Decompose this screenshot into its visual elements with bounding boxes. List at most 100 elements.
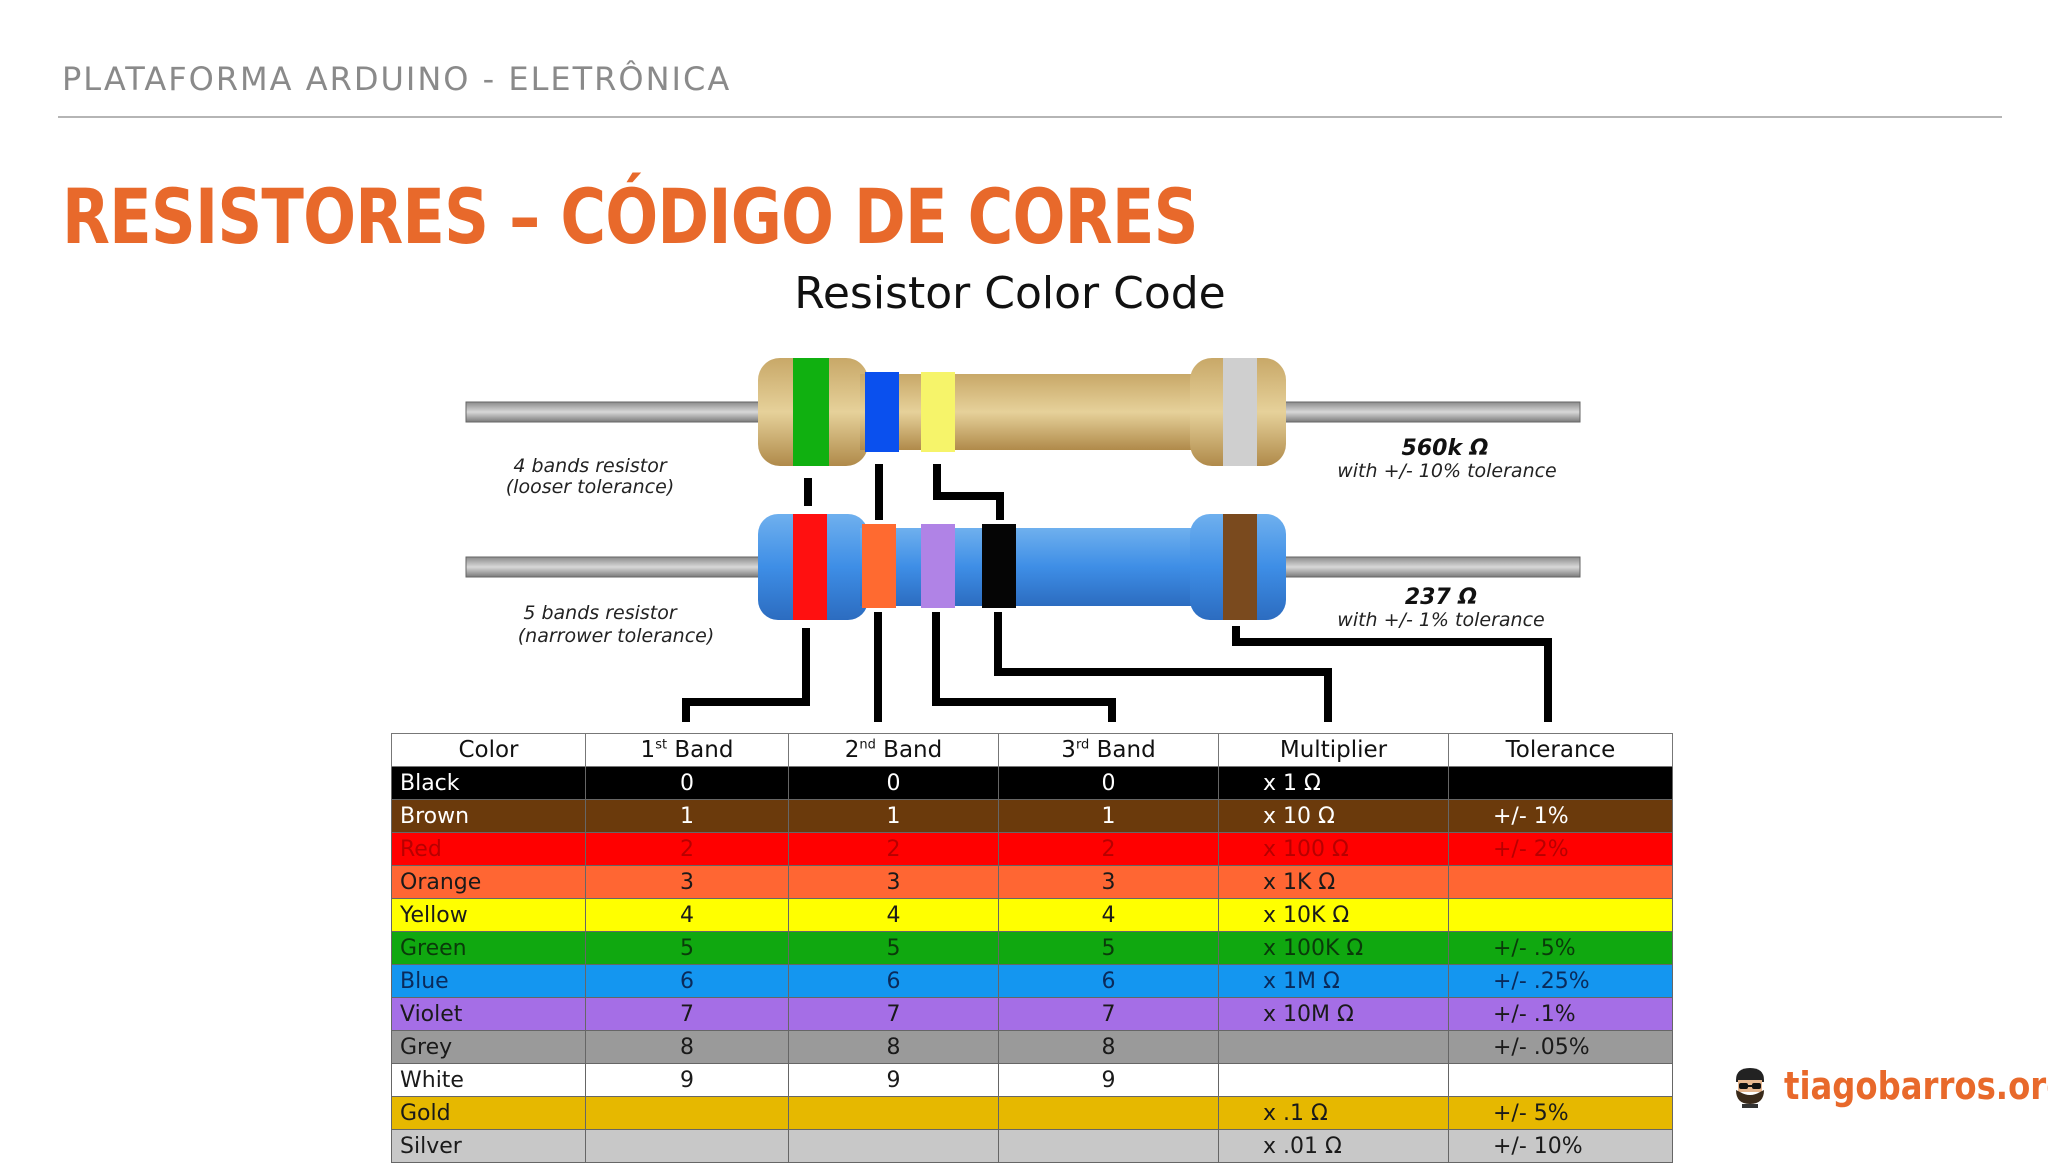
cell-band-3: 1 — [998, 799, 1219, 833]
header-band-3: 3rd Band — [998, 733, 1219, 767]
table-row: Blue 6 6 6 x 1M Ω +/- .25% — [391, 964, 1673, 998]
cell-color-name: Blue — [391, 964, 586, 998]
cell-band-3 — [998, 1096, 1219, 1130]
cell-tolerance: +/- .05% — [1448, 1030, 1673, 1064]
four-band-value: 560k Ω — [1402, 436, 1489, 461]
cell-color-name: Yellow — [391, 898, 586, 932]
cell-multiplier: x .1 Ω — [1218, 1096, 1449, 1130]
cell-color-name: Grey — [391, 1030, 586, 1064]
cell-band-1: 1 — [585, 799, 789, 833]
cell-band-2 — [788, 1129, 999, 1163]
cell-band-3: 3 — [998, 865, 1219, 899]
header-color: Color — [391, 733, 586, 767]
site-url: tiagobarros.org — [1784, 1064, 2048, 1108]
cell-band-2: 6 — [788, 964, 999, 998]
cell-band-1: 7 — [585, 997, 789, 1031]
cell-color-name: White — [391, 1063, 586, 1097]
four-band-left-lead — [465, 401, 761, 423]
five-band-tolerance: with +/- 1% tolerance — [1337, 609, 1544, 631]
five-band-resistor — [465, 514, 1581, 620]
color-code-table: Color 1st Band 2nd Band 3rd Band Multipl… — [391, 733, 1673, 1163]
cell-band-1: 6 — [585, 964, 789, 998]
site-brand[interactable]: tiagobarros.org — [1730, 1064, 2048, 1108]
table-row: Green 5 5 5 x 100K Ω +/- .5% — [391, 931, 1673, 965]
five-band-band-3 — [921, 524, 955, 608]
cell-multiplier: x 10 Ω — [1218, 799, 1449, 833]
cell-tolerance — [1448, 1063, 1673, 1097]
cell-band-1: 8 — [585, 1030, 789, 1064]
cell-tolerance: +/- 5% — [1448, 1096, 1673, 1130]
cell-color-name: Silver — [391, 1129, 586, 1163]
five-band-left-lead — [465, 556, 761, 578]
cell-color-name: Brown — [391, 799, 586, 833]
cell-band-2: 0 — [788, 766, 999, 800]
header-tolerance: Tolerance — [1448, 733, 1673, 767]
cell-band-3: 5 — [998, 931, 1219, 965]
cell-band-1: 3 — [585, 865, 789, 899]
table-header-row: Color 1st Band 2nd Band 3rd Band Multipl… — [391, 733, 1673, 767]
four-band-resistor — [465, 358, 1581, 466]
cell-band-3: 7 — [998, 997, 1219, 1031]
cell-multiplier: x 100K Ω — [1218, 931, 1449, 965]
cell-tolerance: +/- 2% — [1448, 832, 1673, 866]
cell-band-2: 7 — [788, 997, 999, 1031]
five-band-band-2 — [862, 524, 896, 608]
cell-multiplier — [1218, 1063, 1449, 1097]
four-band-band-2 — [865, 372, 899, 452]
table-row: Black 0 0 0 x 1 Ω — [391, 766, 1673, 800]
section-header: PLATAFORMA ARDUINO - ELETRÔNICA — [62, 60, 732, 98]
four-band-body — [860, 374, 1200, 450]
cell-band-3: 6 — [998, 964, 1219, 998]
cell-multiplier: x 1M Ω — [1218, 964, 1449, 998]
cell-color-name: Green — [391, 931, 586, 965]
five-band-right-lead — [1283, 556, 1581, 578]
cell-tolerance: +/- 1% — [1448, 799, 1673, 833]
four-band-band-3 — [921, 372, 955, 452]
four-band-label-line2: (looser tolerance) — [506, 476, 674, 498]
cell-band-1: 0 — [585, 766, 789, 800]
cell-band-1 — [585, 1096, 789, 1130]
table-row: Red 2 2 2 x 100 Ω +/- 2% — [391, 832, 1673, 866]
cell-tolerance: +/- 10% — [1448, 1129, 1673, 1163]
four-band-tolerance: with +/- 10% tolerance — [1337, 460, 1557, 482]
cell-tolerance — [1448, 898, 1673, 932]
four-band-band-1 — [793, 358, 829, 466]
cell-band-2: 8 — [788, 1030, 999, 1064]
cell-multiplier: x 10M Ω — [1218, 997, 1449, 1031]
four-band-label-line1: 4 bands resistor — [513, 455, 668, 477]
cell-band-2 — [788, 1096, 999, 1130]
five-band-band-1 — [793, 514, 827, 620]
cell-multiplier — [1218, 1030, 1449, 1064]
column-connectors — [682, 612, 1552, 722]
cell-band-3: 9 — [998, 1063, 1219, 1097]
cell-tolerance — [1448, 865, 1673, 899]
table-row: Silver x .01 Ω +/- 10% — [391, 1129, 1673, 1163]
four-band-right-lead — [1283, 401, 1581, 423]
table-row: White 9 9 9 — [391, 1063, 1673, 1097]
cell-band-3 — [998, 1129, 1219, 1163]
cell-color-name: Orange — [391, 865, 586, 899]
cell-tolerance: +/- .1% — [1448, 997, 1673, 1031]
cell-tolerance: +/- .5% — [1448, 931, 1673, 965]
cell-band-2: 3 — [788, 865, 999, 899]
cell-color-name: Violet — [391, 997, 586, 1031]
cell-band-1: 4 — [585, 898, 789, 932]
table-row: Orange 3 3 3 x 1K Ω — [391, 865, 1673, 899]
cell-multiplier: x 1 Ω — [1218, 766, 1449, 800]
table-row: Gold x .1 Ω +/- 5% — [391, 1096, 1673, 1130]
table-row: Brown 1 1 1 x 10 Ω +/- 1% — [391, 799, 1673, 833]
diagram-title: Resistor Color Code — [794, 268, 1226, 319]
cell-multiplier: x 100 Ω — [1218, 832, 1449, 866]
cell-band-1: 2 — [585, 832, 789, 866]
cell-band-2: 2 — [788, 832, 999, 866]
cell-band-3: 2 — [998, 832, 1219, 866]
five-band-band-5 — [1223, 514, 1257, 620]
table-row: Yellow 4 4 4 x 10K Ω — [391, 898, 1673, 932]
cell-band-2: 4 — [788, 898, 999, 932]
cell-tolerance — [1448, 766, 1673, 800]
cell-band-3: 8 — [998, 1030, 1219, 1064]
five-band-band-4 — [982, 524, 1016, 608]
cell-color-name: Red — [391, 832, 586, 866]
header-band-1: 1st Band — [585, 733, 789, 767]
band-connectors — [804, 464, 1004, 520]
